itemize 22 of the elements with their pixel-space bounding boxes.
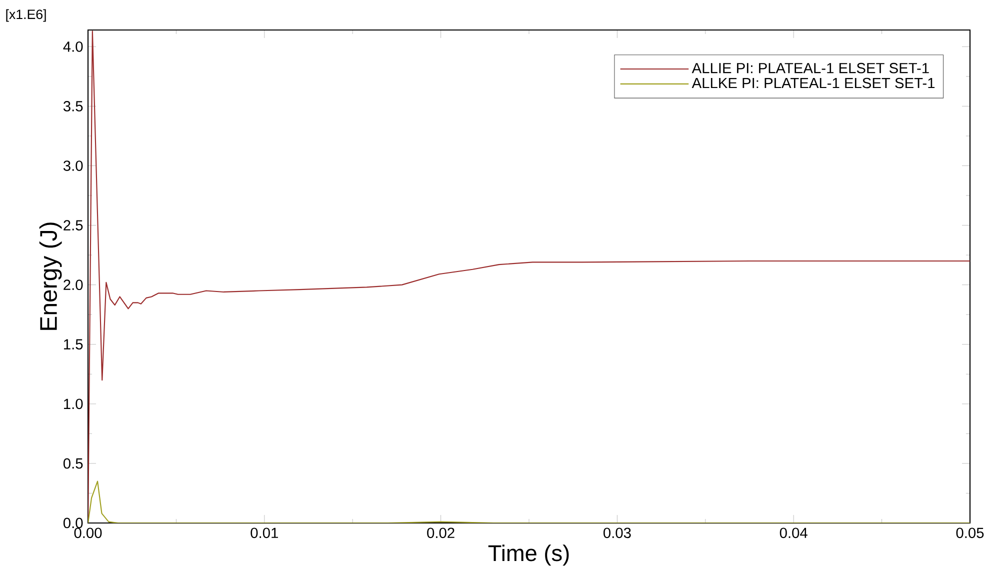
x-tick-label: 0.03 (603, 528, 631, 538)
y-tick-label: 3.5 (63, 101, 83, 112)
x-axis-title: Time (s) (488, 544, 569, 566)
line-series (88, 30, 970, 523)
y-axis-title: Energy (J) (39, 222, 62, 330)
y-tick-label: 1.0 (64, 398, 83, 410)
y-tick-label: 0.0 (63, 518, 83, 528)
y-tick-label: 1.5 (64, 339, 83, 350)
x-tick-label: 0.01 (250, 528, 278, 538)
y-tick-label: 3.0 (63, 160, 83, 171)
text: [x1.E6] (6, 9, 46, 22)
x-tick-label: 0.02 (427, 528, 454, 538)
y-tick-label: 2.5 (64, 220, 83, 230)
x-tick-label: 0.05 (956, 528, 984, 538)
x-tick-label: 0.04 (780, 528, 808, 538)
legend-label: ALLIE PI: PLATEAL-1 ELSET SET-1 (692, 62, 929, 74)
legend-label: ALLKE PI: PLATEAL-1 ELSET SET-1 (692, 78, 935, 88)
y-tick-label: 0.5 (63, 458, 83, 469)
x-tick-label: 0.00 (74, 528, 102, 538)
y-tick-label: 2.0 (64, 280, 83, 290)
y-tick-label: 4.0 (63, 41, 83, 52)
line-series (88, 480, 970, 523)
